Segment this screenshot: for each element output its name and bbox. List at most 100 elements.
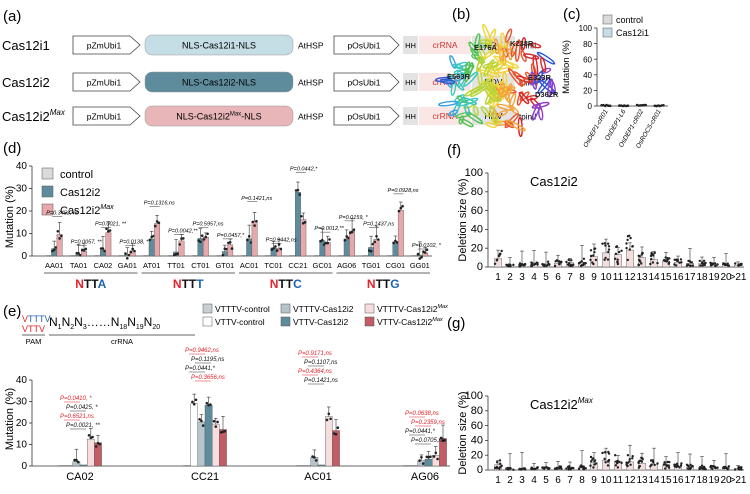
significance-label: P=0.5957,ns (192, 222, 223, 228)
x-tick-label: 8 (579, 475, 585, 486)
data-point (592, 254, 595, 257)
structure-helix (473, 105, 479, 116)
data-point (722, 466, 725, 469)
legend-label: control (60, 169, 93, 181)
significance-label: P=0.0042,** (168, 228, 198, 234)
bar (227, 244, 234, 257)
structure-helix (496, 103, 515, 111)
y-tick-label: 20 (471, 242, 483, 254)
data-point (87, 434, 91, 437)
data-point (626, 461, 629, 465)
x-tick-label: 2 (507, 272, 513, 283)
data-point (737, 466, 740, 469)
data-point (553, 264, 557, 268)
x-tick-label: CA02 (94, 261, 113, 270)
data-point (662, 259, 666, 262)
bar (204, 404, 213, 467)
data-point (626, 454, 630, 457)
text-span: TTTV (28, 314, 51, 324)
data-point (628, 458, 631, 461)
significance-label: P=0.0012,** (314, 226, 344, 232)
text-span: Max (432, 317, 443, 323)
x-tick-label: 17 (684, 272, 696, 283)
x-tick-label: 20 (720, 272, 732, 283)
data-point (133, 249, 136, 253)
bar (251, 221, 258, 257)
data-point (324, 241, 328, 245)
structure-helix (471, 53, 481, 60)
data-point (313, 456, 316, 459)
data-point (560, 467, 563, 470)
data-point (592, 262, 595, 266)
data-point (607, 245, 611, 248)
data-point (664, 467, 667, 470)
legend-swatch (41, 185, 54, 198)
x-tick-label: GC01 (313, 261, 333, 270)
data-point (401, 204, 404, 208)
data-point (432, 455, 436, 458)
legend-swatch (280, 303, 291, 314)
panel-letter-f: (f) (447, 142, 461, 159)
y-tick-label: 100 (465, 167, 483, 179)
data-point (606, 464, 610, 467)
structure-helix (523, 53, 540, 60)
construct-label: Cas12i2Max (2, 108, 66, 124)
structure-helix (483, 43, 503, 59)
significance-label: P=0.1421,ns (304, 378, 338, 384)
data-point (649, 465, 652, 468)
data-point (593, 459, 596, 463)
text-span: 2 (70, 324, 74, 331)
text-span: TT (278, 277, 293, 291)
data-point (343, 239, 347, 242)
text-span: T (196, 277, 204, 291)
structure-helix (507, 68, 524, 87)
y-tick-label: 10 (16, 229, 28, 240)
significance-label: P=0.0425, * (66, 405, 98, 411)
data-point (607, 452, 611, 455)
data-point (275, 249, 279, 252)
construct-label: Cas12i2 (2, 75, 50, 90)
residue-label: K238R (510, 39, 534, 48)
hdv-label: HDV (485, 40, 503, 50)
data-point (567, 468, 570, 471)
significance-label: P=0.0705,ns (411, 438, 445, 444)
text-span: VTTTV-control (215, 304, 270, 314)
x-tick-label: 12 (624, 272, 636, 283)
data-point (228, 241, 232, 244)
text-span: 19 (136, 324, 144, 331)
data-point (300, 215, 303, 218)
data-point (740, 468, 743, 471)
structure-helix (519, 76, 531, 86)
significance-label: P=0.9442,ns (266, 237, 297, 243)
data-point (593, 251, 596, 254)
hh-label: HH (405, 41, 416, 50)
data-point (198, 418, 201, 421)
y-axis-label: Mutation (%) (561, 40, 572, 94)
data-point (614, 454, 617, 457)
data-point (192, 402, 196, 406)
text-span: 3 (83, 324, 87, 331)
text-span: N (367, 277, 376, 291)
x-tick-label: CG01 (386, 261, 406, 270)
cassette-label: NLS-Cas12i2-NLS (182, 78, 256, 88)
data-point (604, 256, 607, 260)
x-tick-label: 4 (531, 272, 537, 283)
y-tick-label: 40 (16, 375, 28, 386)
x-tick-label: 17 (684, 475, 696, 486)
data-point (687, 263, 690, 266)
x-tick-label: 4 (531, 475, 537, 486)
structure-helix (501, 53, 507, 66)
y-tick-label: 40 (16, 161, 28, 172)
bar (424, 458, 433, 467)
data-point (656, 462, 659, 465)
promoter2-label: pOsUbi1 (347, 41, 380, 51)
legend-swatch (280, 316, 291, 327)
data-point (679, 258, 683, 261)
panel-a-constructs: (a) Cas12i1 pZmUbi1 NLS-Cas12i1-NLS AtHSP pOs… (2, 8, 536, 127)
significance-label: P=0.2359,ns (411, 420, 445, 426)
text-span: N (127, 315, 136, 329)
terminator-label: AtHSP (298, 78, 324, 88)
data-point (498, 253, 502, 256)
bar (197, 421, 206, 467)
structure-helix (504, 28, 513, 43)
